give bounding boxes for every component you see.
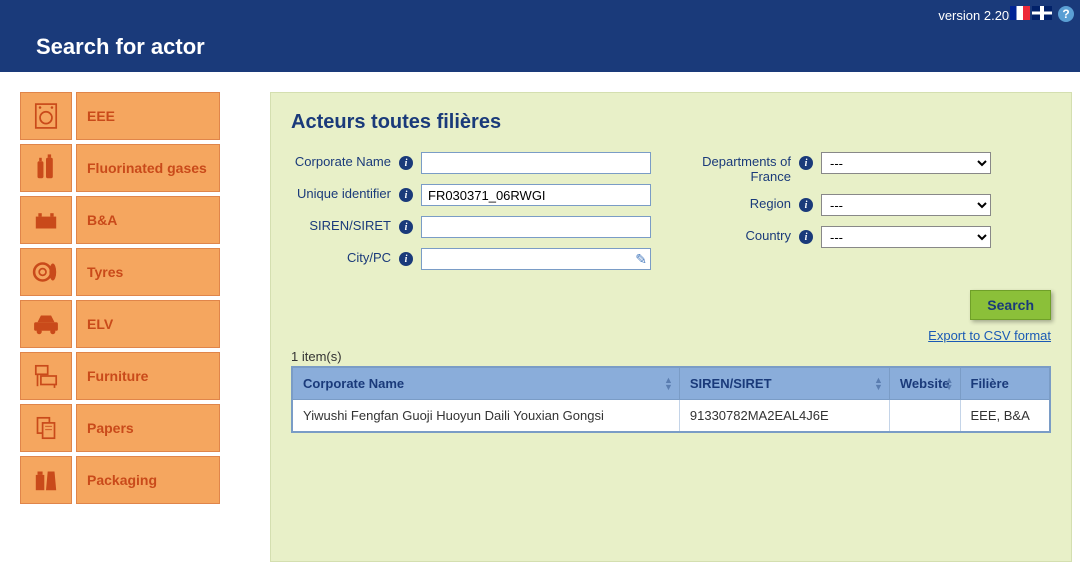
sidebar-label: Fluorinated gases — [87, 160, 207, 177]
sidebar: EEE Fluorinated gases B&A Tyres ELV Furn… — [20, 92, 220, 508]
siren-siret-input[interactable] — [421, 216, 651, 238]
th-website[interactable]: Website▲▼ — [889, 367, 960, 400]
main-heading: Acteurs toutes filières — [291, 111, 1051, 134]
label-departments: Departments of France — [691, 152, 791, 184]
export-csv-link[interactable]: Export to CSV format — [928, 328, 1051, 343]
label-region: Region — [691, 194, 791, 211]
sidebar-label: Furniture — [87, 368, 148, 385]
info-icon[interactable]: i — [399, 188, 413, 202]
results-table: Corporate Name▲▼ SIREN/SIRET▲▼ Website▲▼… — [291, 366, 1051, 433]
version-text: version 2.20.5 — [938, 8, 1020, 23]
washing-machine-icon — [29, 99, 63, 133]
sidebar-item-tyres[interactable]: Tyres — [20, 248, 220, 296]
sidebar-item-ba[interactable]: B&A — [20, 196, 220, 244]
sidebar-item-packaging[interactable]: Packaging — [20, 456, 220, 504]
cell-filiere: EEE, B&A — [960, 400, 1050, 433]
papers-icon — [29, 411, 63, 445]
sidebar-item-fluorinated[interactable]: Fluorinated gases — [20, 144, 220, 192]
corporate-name-input[interactable] — [421, 152, 651, 174]
label-corporate-name: Corporate Name — [291, 152, 391, 169]
language-flags — [1010, 6, 1052, 20]
sidebar-label: Tyres — [87, 264, 123, 281]
sidebar-label: B&A — [87, 212, 117, 229]
country-select[interactable]: --- — [821, 226, 991, 248]
sort-icon: ▲▼ — [664, 377, 673, 391]
cell-corporate-name: Yiwushi Fengfan Guoji Huoyun Daili Youxi… — [292, 400, 679, 433]
info-icon[interactable]: i — [399, 156, 413, 170]
sidebar-label: EEE — [87, 108, 115, 125]
label-city: City/PC — [291, 248, 391, 265]
flag-uk-icon[interactable] — [1032, 6, 1052, 20]
table-row[interactable]: Yiwushi Fengfan Guoji Huoyun Daili Youxi… — [292, 400, 1050, 433]
search-form: Corporate Name i Unique identifier i SIR… — [291, 152, 1051, 270]
page-title: Search for actor — [36, 34, 205, 60]
top-header: version 2.20.5 ? Search for actor — [0, 0, 1080, 72]
gas-cylinder-icon — [29, 151, 63, 185]
sidebar-item-elv[interactable]: ELV — [20, 300, 220, 348]
th-siren[interactable]: SIREN/SIRET▲▼ — [679, 367, 889, 400]
battery-icon — [29, 203, 63, 237]
furniture-icon — [29, 359, 63, 393]
info-icon[interactable]: i — [799, 156, 813, 170]
sidebar-item-eee[interactable]: EEE — [20, 92, 220, 140]
help-icon[interactable]: ? — [1058, 6, 1074, 22]
sidebar-item-papers[interactable]: Papers — [20, 404, 220, 452]
result-count: 1 item(s) — [291, 349, 1051, 364]
sidebar-label: Papers — [87, 420, 134, 437]
cell-website — [889, 400, 960, 433]
departments-select[interactable]: --- — [821, 152, 991, 174]
tyre-icon — [29, 255, 63, 289]
label-country: Country — [691, 226, 791, 243]
info-icon[interactable]: i — [399, 252, 413, 266]
search-button[interactable]: Search — [970, 290, 1051, 320]
city-pc-input[interactable] — [421, 248, 651, 270]
car-icon — [29, 307, 63, 341]
th-filiere[interactable]: Filière — [960, 367, 1050, 400]
main-panel: Acteurs toutes filières Corporate Name i… — [270, 92, 1072, 562]
unique-identifier-input[interactable] — [421, 184, 651, 206]
info-icon[interactable]: i — [799, 198, 813, 212]
pencil-icon[interactable]: ✎ — [635, 251, 647, 268]
sidebar-label: ELV — [87, 316, 113, 333]
sidebar-label: Packaging — [87, 472, 157, 489]
region-select[interactable]: --- — [821, 194, 991, 216]
info-icon[interactable]: i — [799, 230, 813, 244]
cell-siren: 91330782MA2EAL4J6E — [679, 400, 889, 433]
sidebar-item-furniture[interactable]: Furniture — [20, 352, 220, 400]
sort-icon: ▲▼ — [945, 377, 954, 391]
packaging-icon — [29, 463, 63, 497]
label-unique-id: Unique identifier — [291, 184, 391, 201]
th-corporate-name[interactable]: Corporate Name▲▼ — [292, 367, 679, 400]
flag-fr-icon[interactable] — [1010, 6, 1030, 20]
info-icon[interactable]: i — [399, 220, 413, 234]
label-siren: SIREN/SIRET — [291, 216, 391, 233]
sort-icon: ▲▼ — [874, 377, 883, 391]
